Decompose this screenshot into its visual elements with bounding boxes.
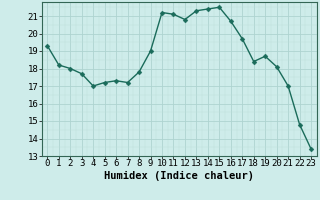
X-axis label: Humidex (Indice chaleur): Humidex (Indice chaleur)	[104, 171, 254, 181]
